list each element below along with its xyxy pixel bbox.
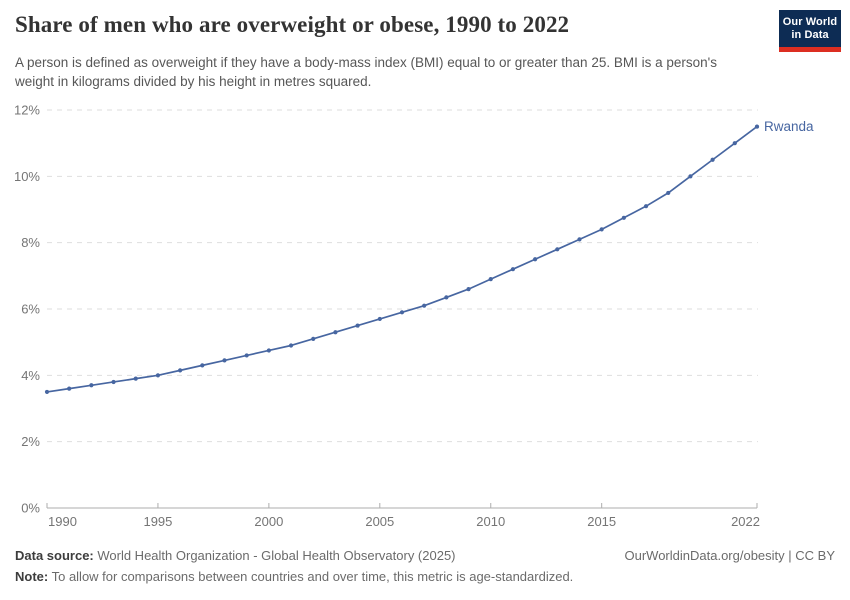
rwanda-line[interactable] — [46, 125, 758, 393]
note-line: Note: To allow for comparisons between c… — [15, 566, 835, 587]
data-point[interactable] — [399, 310, 405, 315]
owid-logo-line2: in Data — [791, 29, 829, 41]
owid-logo-line1: Our World — [782, 16, 838, 28]
y-axis-tick-label: 10% — [14, 169, 40, 184]
data-source-text: World Health Organization - Global Healt… — [93, 548, 456, 563]
data-point[interactable] — [621, 215, 626, 220]
x-axis-tick-label: 2015 — [587, 514, 616, 529]
y-axis-tick-label: 0% — [21, 501, 40, 516]
data-point[interactable] — [333, 330, 338, 335]
x-axis-tick-label: 1990 — [48, 514, 77, 529]
note-text: To allow for comparisons between countri… — [48, 569, 574, 584]
data-point[interactable] — [643, 204, 649, 209]
y-axis-tick-label: 8% — [21, 235, 40, 250]
y-axis-tick-label: 12% — [14, 103, 40, 118]
data-point[interactable] — [466, 287, 471, 292]
data-point[interactable] — [577, 237, 582, 242]
data-point[interactable] — [288, 343, 294, 348]
x-axis-tick-label: 1995 — [143, 514, 172, 529]
data-source-line: Data source: World Health Organization -… — [15, 545, 456, 566]
data-point[interactable] — [178, 368, 183, 373]
data-point[interactable] — [488, 277, 493, 282]
data-point[interactable] — [44, 389, 50, 395]
data-point[interactable] — [355, 323, 360, 328]
data-source-label: Data source: — [15, 548, 94, 563]
chart-footer: Data source: World Health Organization -… — [15, 545, 835, 587]
data-point[interactable] — [200, 363, 205, 368]
data-point[interactable] — [222, 358, 227, 363]
cc-by-link[interactable]: OurWorldinData.org/obesity | CC BY — [624, 548, 836, 563]
data-point[interactable] — [244, 353, 249, 358]
data-point[interactable] — [111, 379, 116, 385]
chart-subtitle: A person is defined as overweight if the… — [15, 55, 717, 89]
series-end-label[interactable]: Rwanda — [764, 119, 814, 134]
data-point[interactable] — [710, 157, 715, 162]
data-point[interactable] — [266, 348, 271, 353]
y-axis-tick-label: 4% — [21, 368, 40, 383]
owid-logo[interactable]: Our World in Data — [779, 10, 841, 52]
data-point[interactable] — [155, 373, 161, 378]
data-point[interactable] — [133, 376, 138, 381]
x-axis-tick-label: 2000 — [254, 514, 283, 529]
data-point[interactable] — [666, 190, 671, 196]
line-chart: 0% 2% 4% 6% 8% 10% 12% 1990 1995 2000 2005 2010 2015… — [14, 103, 814, 530]
data-point[interactable] — [510, 267, 516, 272]
data-point[interactable] — [89, 383, 94, 388]
y-axis-tick-label: 6% — [21, 302, 40, 317]
data-point[interactable] — [732, 141, 737, 146]
data-point[interactable] — [533, 257, 538, 262]
data-point[interactable] — [67, 386, 72, 391]
data-point[interactable] — [599, 227, 604, 232]
x-axis-tick-label: 2022 — [731, 514, 760, 529]
data-point[interactable] — [422, 303, 427, 308]
page-title: Share of men who are overweight or obese… — [15, 12, 570, 37]
data-point[interactable] — [377, 316, 382, 322]
data-point[interactable] — [555, 247, 560, 252]
y-axis-tick-label: 2% — [21, 434, 40, 449]
data-point[interactable] — [754, 124, 760, 129]
data-point[interactable] — [688, 174, 693, 179]
note-label: Note: — [15, 569, 49, 584]
x-axis-tick-label: 2010 — [476, 514, 505, 529]
x-axis-tick-label: 2005 — [365, 514, 394, 529]
data-point[interactable] — [444, 295, 449, 300]
data-point[interactable] — [311, 336, 316, 341]
